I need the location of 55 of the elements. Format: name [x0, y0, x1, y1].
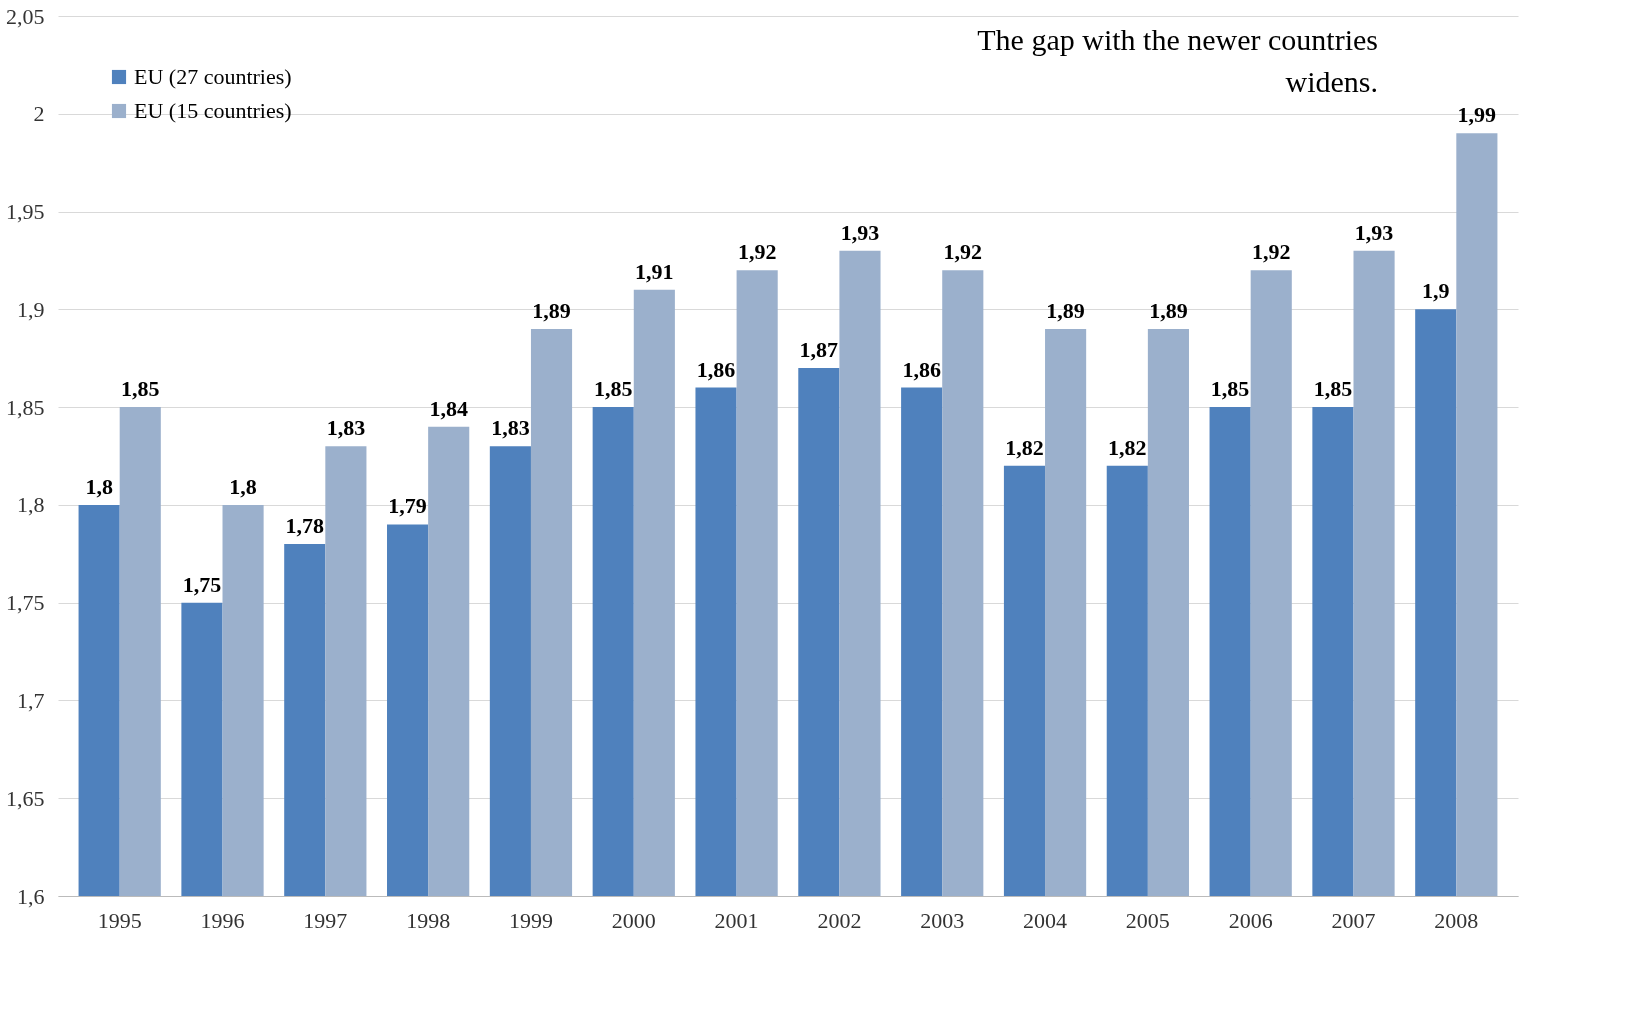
data-label: 1,78: [285, 513, 325, 538]
data-label: 1,86: [902, 356, 941, 382]
y-tick-label: 1,65: [6, 785, 45, 811]
x-tick-label: 2006: [1228, 907, 1273, 933]
y-tick-label: 2: [33, 101, 45, 127]
x-tick-label: 1995: [97, 907, 142, 933]
y-tick-label: 1,85: [6, 394, 45, 420]
data-label: 1,99: [1457, 102, 1497, 128]
data-label: 1,8: [85, 473, 113, 499]
x-tick-label: 2007: [1331, 907, 1376, 933]
data-label: 1,92: [1251, 239, 1291, 265]
data-label: 1,92: [737, 239, 777, 265]
legend-label: EU (15 countries): [134, 98, 292, 123]
data-label: 1,82: [1005, 434, 1044, 460]
data-label: 1,85: [1210, 376, 1250, 402]
data-label: 1,91: [635, 258, 674, 284]
data-label: 1,93: [1354, 219, 1394, 245]
x-tick-label: 2001: [714, 907, 759, 933]
data-label: 1,8: [229, 473, 257, 499]
x-tick-label: 2003: [920, 907, 965, 933]
data-label: 1,92: [943, 239, 983, 265]
x-tick-label: 2002: [817, 907, 862, 933]
x-tick-label: 1999: [508, 907, 553, 933]
data-label: 1,89: [532, 297, 571, 323]
y-tick-label: 1,75: [6, 590, 45, 616]
data-label: 1,87: [799, 337, 839, 362]
data-label: 1,85: [1313, 376, 1353, 402]
y-tick-label: 2,05: [6, 3, 45, 29]
y-tick-label: 1,6: [17, 883, 45, 909]
x-tick-label: 2004: [1023, 907, 1068, 933]
legend-label: EU (27 countries): [134, 64, 292, 89]
x-tick-label: 1998: [406, 907, 451, 933]
y-tick-label: 1,9: [17, 296, 45, 322]
data-label: 1,93: [840, 219, 880, 245]
data-label: 1,86: [696, 356, 736, 382]
x-tick-label: 2000: [611, 907, 656, 933]
data-label: 1,79: [388, 493, 427, 519]
data-label: 1,85: [593, 376, 633, 402]
data-label: 1,83: [326, 415, 366, 441]
data-label: 1,84: [429, 395, 468, 421]
data-label: 1,89: [1149, 297, 1188, 323]
x-tick-label: 1997: [303, 907, 348, 933]
data-label: 1,75: [182, 571, 222, 597]
data-label: 1,85: [121, 376, 160, 402]
data-label: 1,83: [491, 415, 530, 441]
y-tick-label: 1,95: [6, 199, 45, 225]
data-label: 1,82: [1108, 434, 1147, 460]
y-tick-label: 1,7: [17, 687, 45, 713]
x-tick-label: 2005: [1125, 907, 1170, 933]
data-label: 1,9: [1422, 278, 1450, 304]
annotation: The gap with the newer countries widens.: [977, 23, 1378, 98]
data-label: 1,89: [1046, 297, 1085, 323]
x-tick-label: 1996: [200, 907, 245, 933]
y-tick-label: 1,8: [17, 492, 45, 518]
x-tick-label: 2008: [1434, 907, 1479, 933]
